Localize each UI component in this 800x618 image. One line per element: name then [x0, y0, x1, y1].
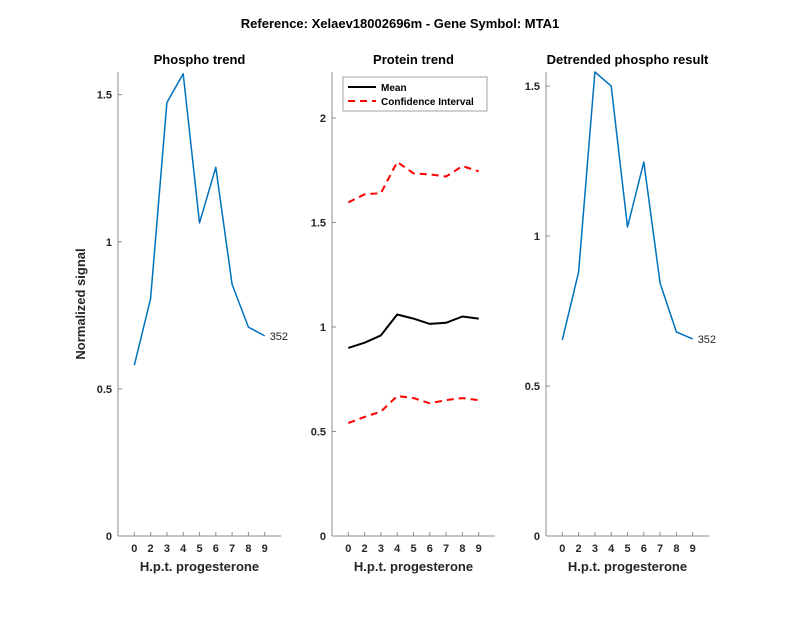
y-tick-label: 1 [320, 322, 326, 334]
x-axis-label: H.p.t. progesterone [568, 559, 687, 574]
y-tick-label: 1 [534, 231, 540, 243]
axes-title: Protein trend [373, 52, 454, 67]
x-tick-label: 3 [164, 543, 170, 555]
x-tick-label: 5 [196, 543, 202, 555]
point-annotation: 352 [270, 331, 288, 343]
legend: Mean Confidence Interval [342, 76, 488, 112]
x-tick-label: 0 [559, 543, 565, 555]
x-tick-label: 7 [657, 543, 663, 555]
x-tick-label: 9 [262, 543, 268, 555]
x-tick-label: 2 [576, 543, 582, 555]
y-axis-label: Normalized signal [73, 248, 88, 359]
x-axis-label: H.p.t. progesterone [354, 559, 473, 574]
legend-label-confidence-interval: Confidence Interval [381, 97, 474, 108]
y-tick-label: 1.5 [525, 81, 540, 93]
y-tick-label: 0.5 [525, 381, 540, 393]
y-tick-label: 1.5 [311, 217, 326, 229]
axes-title: Phospho trend [154, 52, 246, 67]
y-tick-label: 0.5 [97, 384, 112, 396]
x-tick-label: 5 [410, 543, 416, 555]
x-tick-label: 8 [673, 543, 679, 555]
x-tick-label: 6 [427, 543, 433, 555]
y-tick-label: 0.5 [311, 426, 326, 438]
series-line-confidence-interval [347, 160, 480, 204]
series-line-confidence-interval-lower [347, 395, 479, 425]
x-tick-label: 6 [641, 543, 647, 555]
series-line-mean [347, 313, 479, 349]
x-tick-label: 9 [476, 543, 482, 555]
x-tick-label: 2 [148, 543, 154, 555]
x-tick-label: 4 [608, 543, 615, 555]
x-tick-label: 8 [459, 543, 465, 555]
x-tick-label: 3 [378, 543, 384, 555]
x-tick-label: 9 [690, 543, 696, 555]
series-line-detrended-phospho [561, 71, 693, 341]
axes-title: Detrended phospho result [547, 52, 709, 67]
x-tick-label: 3 [592, 543, 598, 555]
x-tick-label: 7 [229, 543, 235, 555]
x-tick-label: 5 [624, 543, 630, 555]
x-tick-label: 7 [443, 543, 449, 555]
x-axis-label: H.p.t. progesterone [140, 559, 259, 574]
x-tick-label: 6 [213, 543, 219, 555]
x-tick-label: 0 [345, 543, 351, 555]
y-tick-label: 0 [106, 531, 112, 543]
figure-suptitle: Reference: Xelaev18002696m - Gene Symbol… [241, 16, 559, 31]
series-line-phospho [133, 73, 266, 366]
legend-box [342, 76, 488, 112]
legend-label-mean: Mean [381, 83, 407, 94]
x-tick-label: 0 [131, 543, 137, 555]
point-annotation: 352 [698, 334, 716, 346]
y-tick-label: 2 [320, 113, 326, 125]
y-tick-label: 1 [106, 237, 112, 249]
y-tick-label: 1.5 [97, 90, 112, 102]
x-tick-label: 8 [245, 543, 251, 555]
x-tick-label: 4 [180, 543, 187, 555]
x-tick-label: 4 [394, 543, 401, 555]
y-tick-label: 0 [534, 531, 540, 543]
x-tick-label: 2 [362, 543, 368, 555]
y-tick-label: 0 [320, 531, 326, 543]
